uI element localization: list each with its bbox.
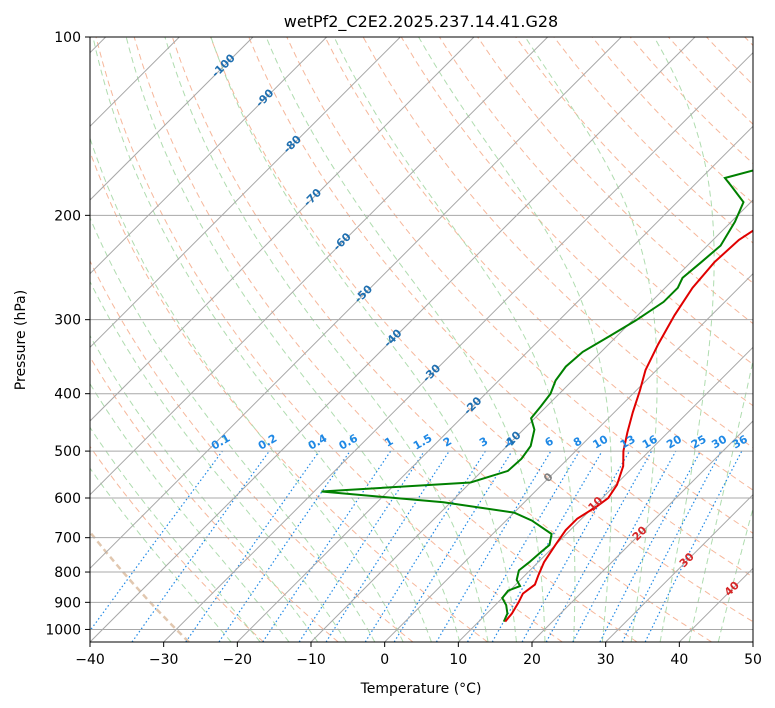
x-tick-label: 20: [523, 652, 541, 668]
mixing-line-0.4: [185, 450, 320, 642]
moist-adiabat-36: [653, 37, 715, 642]
moist-adiabat-4: [92, 37, 432, 642]
mixing-line-36: [644, 450, 743, 642]
plot-frame: [89, 36, 754, 643]
temperature-line: [504, 229, 753, 623]
moist-adiabat--24: [90, 467, 232, 642]
x-tick-label: −20: [223, 652, 253, 668]
moist-adiabat-40: [688, 358, 753, 642]
isotherm--20: [236, 125, 753, 642]
dry-adiabat-70: [286, 37, 753, 534]
x-tick-label: −10: [296, 652, 326, 668]
moist-adiabat-32: [524, 37, 658, 642]
dry-adiabat-0: [90, 259, 414, 642]
x-tick-label: 0: [380, 652, 389, 668]
x-tick-label: 10: [449, 652, 467, 668]
y-tick-label: 800: [54, 565, 81, 581]
x-tick-label: 50: [744, 652, 762, 668]
dry-adiabat-80: [324, 37, 753, 491]
moist-adiabat-44: [717, 506, 753, 642]
mixing-line-0.2: [131, 450, 270, 642]
dry-adiabat-40: [171, 37, 712, 642]
isotherm--10: [310, 199, 753, 642]
x-tick-label: 30: [597, 652, 615, 668]
moist-adiabat-28: [418, 37, 613, 642]
plot-area: [90, 37, 753, 642]
moist-adiabat--12: [90, 334, 319, 642]
moist-adiabat-24: [333, 37, 576, 642]
dry-adiabat-60: [248, 37, 753, 578]
mixing-line-0.1: [90, 450, 223, 632]
y-tick-label: 700: [54, 531, 81, 547]
mixing-line-16: [545, 450, 653, 642]
isotherm-0: [384, 272, 753, 642]
isotherm--100: [90, 37, 254, 201]
x-tick-label: −40: [75, 652, 105, 668]
y-tick-label: 400: [54, 387, 81, 403]
moist-adiabat--20: [90, 426, 261, 642]
x-axis-ticks: −40 −30 −20 −10 0 10 20 30 40 50: [75, 642, 762, 668]
mixing-line-4: [393, 450, 513, 642]
mixing-line-0.6: [218, 450, 351, 642]
isotherm--40: [90, 37, 696, 642]
mixing-line-1.5: [298, 450, 425, 642]
isotherm--80: [90, 37, 401, 349]
moist-adiabat-0: [90, 136, 404, 642]
x-tick-label: 40: [670, 652, 688, 668]
isobars: [90, 37, 753, 630]
isotherm-20: [531, 420, 753, 642]
mixing-line-13: [521, 450, 631, 642]
y-tick-label: 600: [54, 491, 81, 507]
y-tick-label: 900: [54, 595, 81, 611]
y-tick-label: 100: [54, 30, 81, 46]
y-axis-ticks: 1000 900 800 700 600 500 400 300 200 100: [45, 30, 90, 638]
dry-adiabat--20: [90, 445, 264, 642]
mixing-line-2: [325, 450, 450, 642]
mixing-line-20: [572, 450, 677, 642]
y-tick-label: 300: [54, 313, 81, 329]
dry-adiabat-130: [515, 37, 753, 284]
chart-title: wetPf2_C2E2.2025.237.14.41.G28: [284, 12, 558, 32]
x-tick-label: −30: [149, 652, 179, 668]
dewpoint-line: [321, 169, 753, 623]
isotherm--60: [90, 37, 549, 496]
y-tick-label: 500: [54, 444, 81, 460]
isotherm--70: [90, 37, 475, 422]
moist-adiabat--4: [90, 216, 376, 642]
x-axis-label: Temperature (°C): [360, 681, 482, 697]
dry-adiabat-50: [210, 37, 753, 623]
y-tick-label: 1000: [45, 622, 81, 638]
isotherm--50: [90, 37, 622, 570]
moist-adiabat-16: [210, 37, 517, 642]
moist-adiabat--8: [90, 280, 347, 642]
moist-adiabat--16: [90, 382, 290, 642]
isotherm--30: [163, 51, 753, 642]
y-tick-label: 200: [54, 208, 81, 224]
isotherm--90: [90, 37, 328, 275]
isotherm-30: [605, 493, 753, 642]
y-axis-label: Pressure (hPa): [13, 290, 29, 390]
profiles: [321, 169, 753, 623]
dry-adiabat--10: [90, 356, 339, 642]
moist-adiabat-20: [265, 37, 546, 642]
moist-adiabat-12: [164, 37, 489, 642]
